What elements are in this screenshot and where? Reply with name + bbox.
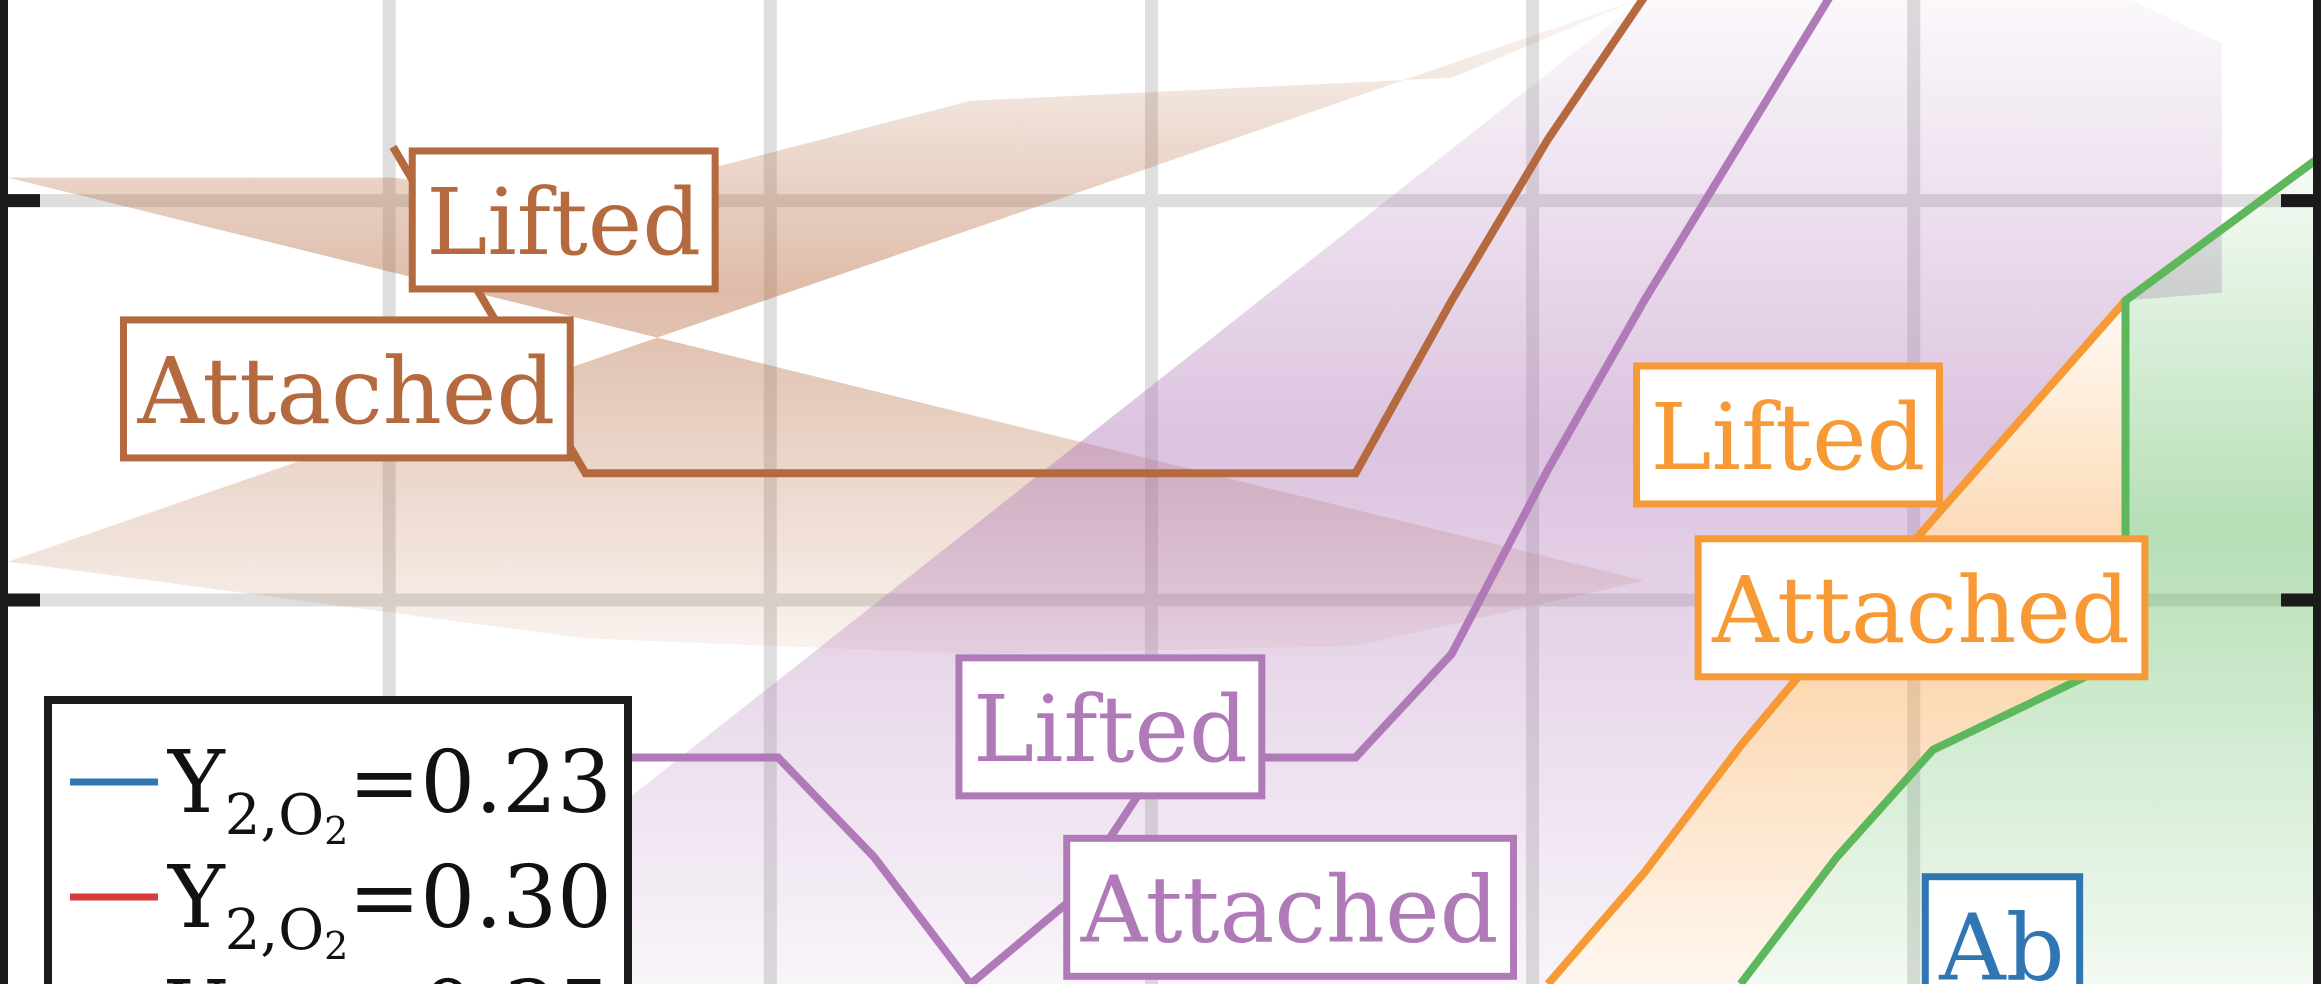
annotation-text: Lifted <box>426 169 701 276</box>
annotation-text: Attached <box>1080 856 1499 963</box>
legend-box <box>44 696 632 989</box>
legend-label: Y2,O2=0.30 <box>167 848 612 968</box>
annotation-attached: Attached <box>120 316 574 462</box>
purple-region <box>393 0 2222 984</box>
annotation-lifted: Lifted <box>408 147 719 293</box>
annotation-text: Attached <box>137 338 556 445</box>
legend-entry[interactable]: Y2,O2=0.30 <box>70 848 612 968</box>
annotation-labels: Lifted Attached Lifted Attached Lifted Attach… <box>120 147 2149 989</box>
annotation-attached: Attached <box>1063 834 1517 980</box>
green-region <box>1740 158 2318 984</box>
legend-entry[interactable]: Y2,O2=0.23 <box>70 733 612 853</box>
legend-label: Y2,O2=0.23 <box>167 733 612 853</box>
annotation-text: Attached <box>1711 557 2130 664</box>
annotation-attached: Attached <box>1694 535 2149 681</box>
purple-series-line <box>392 0 1833 989</box>
annotation-text: Lifted <box>973 676 1248 783</box>
annotation-lifted: Lifted <box>955 654 1266 800</box>
brown-series-line <box>389 0 1648 478</box>
annotation-text: Lifted <box>1651 384 1926 491</box>
annotation-ab: Ab <box>1921 873 2084 989</box>
annotation-text: Ab <box>1938 895 2064 984</box>
annotation-lifted: Lifted <box>1633 362 1943 508</box>
